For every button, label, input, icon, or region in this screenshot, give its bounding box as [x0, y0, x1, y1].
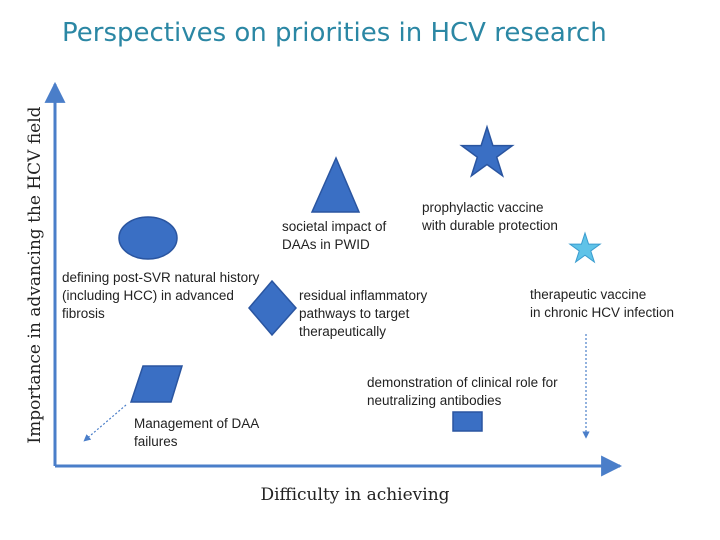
label-post-svr: defining post-SVR natural history (inclu…: [62, 270, 263, 321]
label-residual-inflammatory: residual inflammatory pathways to target…: [299, 288, 431, 339]
label-therapeutic-vaccine: therapeutic vaccine in chronic HCV infec…: [530, 287, 674, 320]
page-title: Perspectives on priorities in HCV resear…: [62, 18, 607, 48]
small-rectangle-icon: [452, 411, 483, 432]
star-icon: [459, 124, 515, 178]
parallelogram-icon: [129, 365, 184, 403]
dotted-arrow-down-left: [83, 404, 127, 442]
label-daa-failures: Management of DAA failures: [134, 416, 262, 449]
x-axis-label: Difficulty in achieving: [260, 485, 449, 505]
light-star-icon: [568, 231, 602, 264]
diamond-icon: [248, 279, 298, 337]
label-neutralizing-antibodies: demonstration of clinical role for neutr…: [367, 375, 561, 408]
ellipse-icon: [118, 216, 178, 260]
label-societal-impact: societal impact of DAAs in PWID: [282, 219, 390, 252]
triangle-icon: [310, 156, 361, 213]
label-prophylactic-vaccine: prophylactic vaccine with durable protec…: [421, 200, 558, 233]
y-axis-label: Importance in advancing the HCV field: [25, 106, 45, 443]
